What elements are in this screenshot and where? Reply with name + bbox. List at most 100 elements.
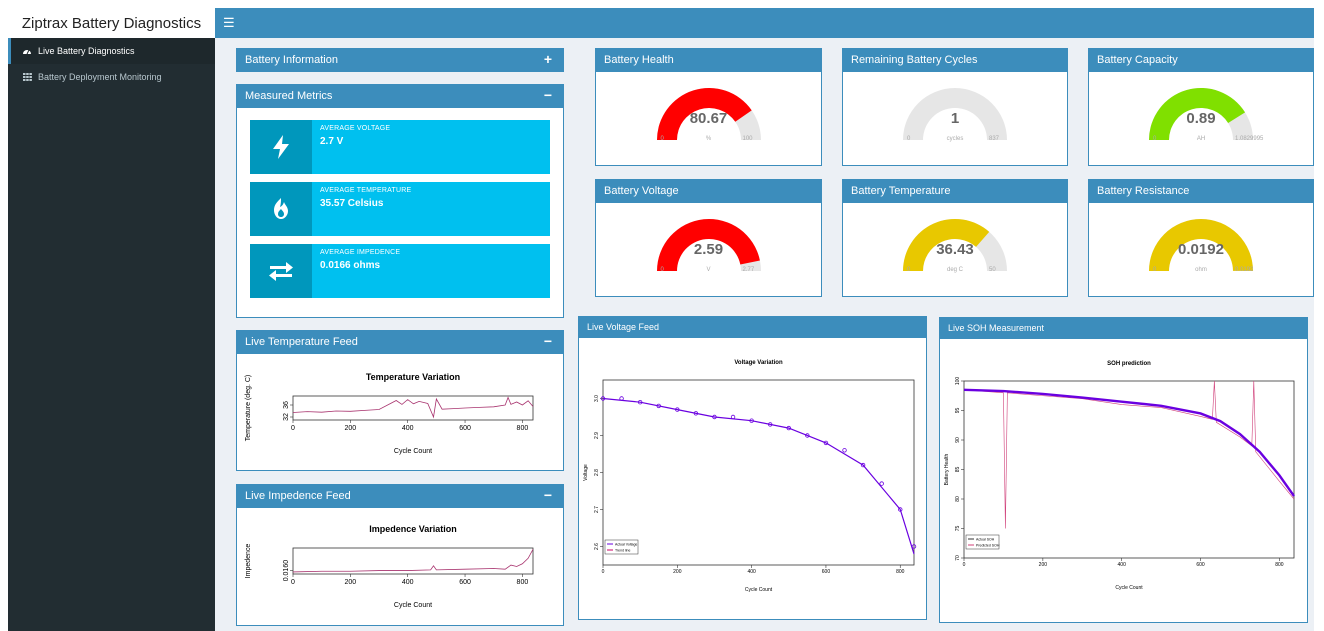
box-title: Battery Health xyxy=(604,54,674,66)
battery-information-header[interactable]: Battery Information + xyxy=(237,48,563,72)
y-tick-label: 2.6 xyxy=(594,543,600,550)
impedence-series-line xyxy=(292,549,534,573)
x-tick-label: 800 xyxy=(517,579,529,586)
legend-box xyxy=(604,539,639,555)
voltage-point xyxy=(860,462,866,468)
gauge-unit: V xyxy=(706,267,711,273)
average-impedence-box: AVERAGE IMPEDENCE 0.0166 ohms xyxy=(250,244,550,298)
sidebar-item-label: Live Battery Diagnostics xyxy=(38,46,135,56)
y-tick-label: 2.9 xyxy=(594,432,600,439)
metric-value: 0.0166 ohms xyxy=(320,260,381,271)
gauge-min: 0 xyxy=(1153,136,1157,142)
plot-frame xyxy=(292,547,534,575)
x-tick-label: 200 xyxy=(673,569,682,575)
gauge-max: 2.77 xyxy=(742,267,755,273)
plot-frame xyxy=(963,380,1295,559)
gauge-value: 0.89 xyxy=(1186,110,1216,127)
gauge-min: 0 xyxy=(907,136,911,142)
gauge-min: 0 xyxy=(907,267,911,273)
gauge-arc xyxy=(1149,87,1253,140)
impedence-feed-box: Live Impedence Feed − Impedence Variatio… xyxy=(236,484,564,626)
gauge-value: 0.0192 xyxy=(1178,241,1224,258)
expand-icon[interactable]: + xyxy=(543,51,553,67)
metric-value: 35.57 Celsius xyxy=(320,198,384,209)
x-tick-label: 0 xyxy=(291,579,295,586)
chart-title: SOH prediction xyxy=(1107,361,1151,367)
soh-prediction-plot: SOH prediction 0 200 400 600 800 70 75 80 85 90 95 1… xyxy=(944,361,1295,591)
x-axis-label: Cycle Count xyxy=(394,602,432,609)
y-tick-label: 80 xyxy=(955,496,961,502)
voltage-point xyxy=(842,448,847,453)
box-title: Battery Voltage xyxy=(604,185,679,197)
y-tick-label: 95 xyxy=(955,408,961,414)
x-tick-label: 600 xyxy=(1196,562,1205,568)
voltage-point xyxy=(879,481,884,486)
gauge-unit: deg C xyxy=(946,267,963,273)
measured-metrics-header: Measured Metrics − xyxy=(237,84,563,108)
dashboard-icon xyxy=(20,47,34,55)
legend-label: Actual SOH xyxy=(976,538,995,542)
x-tick-label: 600 xyxy=(459,425,471,432)
battery-information-box: Battery Information + xyxy=(236,48,564,72)
battery-resistance-gauge-box: Battery Resistance 0.0192 0 ohm 0.0192 xyxy=(1088,179,1314,297)
gauge-arc xyxy=(656,218,761,271)
x-tick-label: 200 xyxy=(345,425,357,432)
y-tick-label: 2.8 xyxy=(594,469,600,476)
voltage-variation-plot: Voltage Variation 0 200 400 600 800 2.6 2.7 2.8 2… xyxy=(583,360,917,593)
box-title: Measured Metrics xyxy=(245,90,333,102)
voltage-feed-header: Live Voltage Feed xyxy=(579,316,926,338)
temperature-series-line xyxy=(292,396,534,419)
gauge-value: 2.59 xyxy=(693,241,724,258)
battery-voltage-gauge-box: Battery Voltage 2.59 0 V 2.77 xyxy=(595,179,822,297)
temperature-chart: Temperature Variation 0 200 400 600 800 32 36 Cy… xyxy=(237,354,563,470)
gauge-max: 0.0192 xyxy=(1235,267,1254,273)
legend-label: Actual Voltage xyxy=(615,543,637,547)
legend-label: Predicted SOH xyxy=(976,544,1000,548)
legend-label: Trend line xyxy=(615,549,630,553)
collapse-icon[interactable]: − xyxy=(543,487,553,503)
sidebar-toggle-icon[interactable]: ☰ xyxy=(223,15,235,30)
gauge-header: Remaining Battery Cycles xyxy=(843,48,1067,72)
gauge-fill xyxy=(903,219,990,271)
legend-box xyxy=(965,534,1000,550)
metric-label: AVERAGE IMPEDENCE xyxy=(320,249,401,256)
app-title: Ziptrax Battery Diagnostics xyxy=(8,8,215,38)
battery-resistance-gauge: 0.0192 0 ohm 0.0192 xyxy=(1089,203,1313,273)
chart-title: Impedence Variation xyxy=(369,524,457,534)
gauge-header: Battery Voltage xyxy=(596,179,821,203)
gauge-arc xyxy=(903,88,1007,140)
x-tick-label: 400 xyxy=(1118,562,1127,568)
gauge-max: 1.0829995 xyxy=(1235,136,1264,142)
battery-health-gauge: 80.67 0 % 100 xyxy=(596,72,821,142)
metric-label: AVERAGE VOLTAGE xyxy=(320,125,391,132)
collapse-icon[interactable]: − xyxy=(543,87,553,103)
sidebar-item-live-battery-diagnostics[interactable]: Live Battery Diagnostics xyxy=(8,38,215,64)
actual-soh-line xyxy=(963,380,1295,529)
x-tick-label: 0 xyxy=(602,569,605,575)
box-title: Battery Temperature xyxy=(851,185,951,197)
gauge-fill xyxy=(1149,218,1253,271)
plot-frame xyxy=(292,395,534,421)
x-tick-label: 0 xyxy=(291,425,295,432)
x-tick-label: 600 xyxy=(459,579,471,586)
y-tick-label: 85 xyxy=(955,467,961,473)
metric-label: AVERAGE TEMPERATURE xyxy=(320,187,412,194)
sidebar: Live Battery Diagnostics Battery Deploym… xyxy=(8,38,215,631)
y-tick-label: 36 xyxy=(283,401,290,409)
battery-capacity-gauge-box: Battery Capacity 0.89 0 AH 1.0829995 xyxy=(1088,48,1314,166)
average-temperature-box: AVERAGE TEMPERATURE 35.57 Celsius xyxy=(250,182,550,236)
collapse-icon[interactable]: − xyxy=(543,333,553,349)
voltage-trend-line xyxy=(602,397,915,555)
soh-feed-box: Live SOH Measurement SOH prediction 0 200 4… xyxy=(939,317,1308,623)
gauge-max: 837 xyxy=(989,136,1000,142)
metric-value: 2.7 V xyxy=(320,136,344,147)
gauge-arc xyxy=(903,219,1007,271)
x-tick-label: 800 xyxy=(1275,562,1284,568)
y-axis-label: Voltage xyxy=(583,464,589,481)
gauge-min: 0 xyxy=(660,267,664,273)
sidebar-item-battery-deployment-monitoring[interactable]: Battery Deployment Monitoring xyxy=(8,64,215,90)
gauge-unit: cycles xyxy=(946,136,964,142)
gauge-unit: % xyxy=(705,136,712,142)
x-tick-label: 800 xyxy=(517,425,529,432)
impedence-feed-header: Live Impedence Feed − xyxy=(237,484,563,508)
